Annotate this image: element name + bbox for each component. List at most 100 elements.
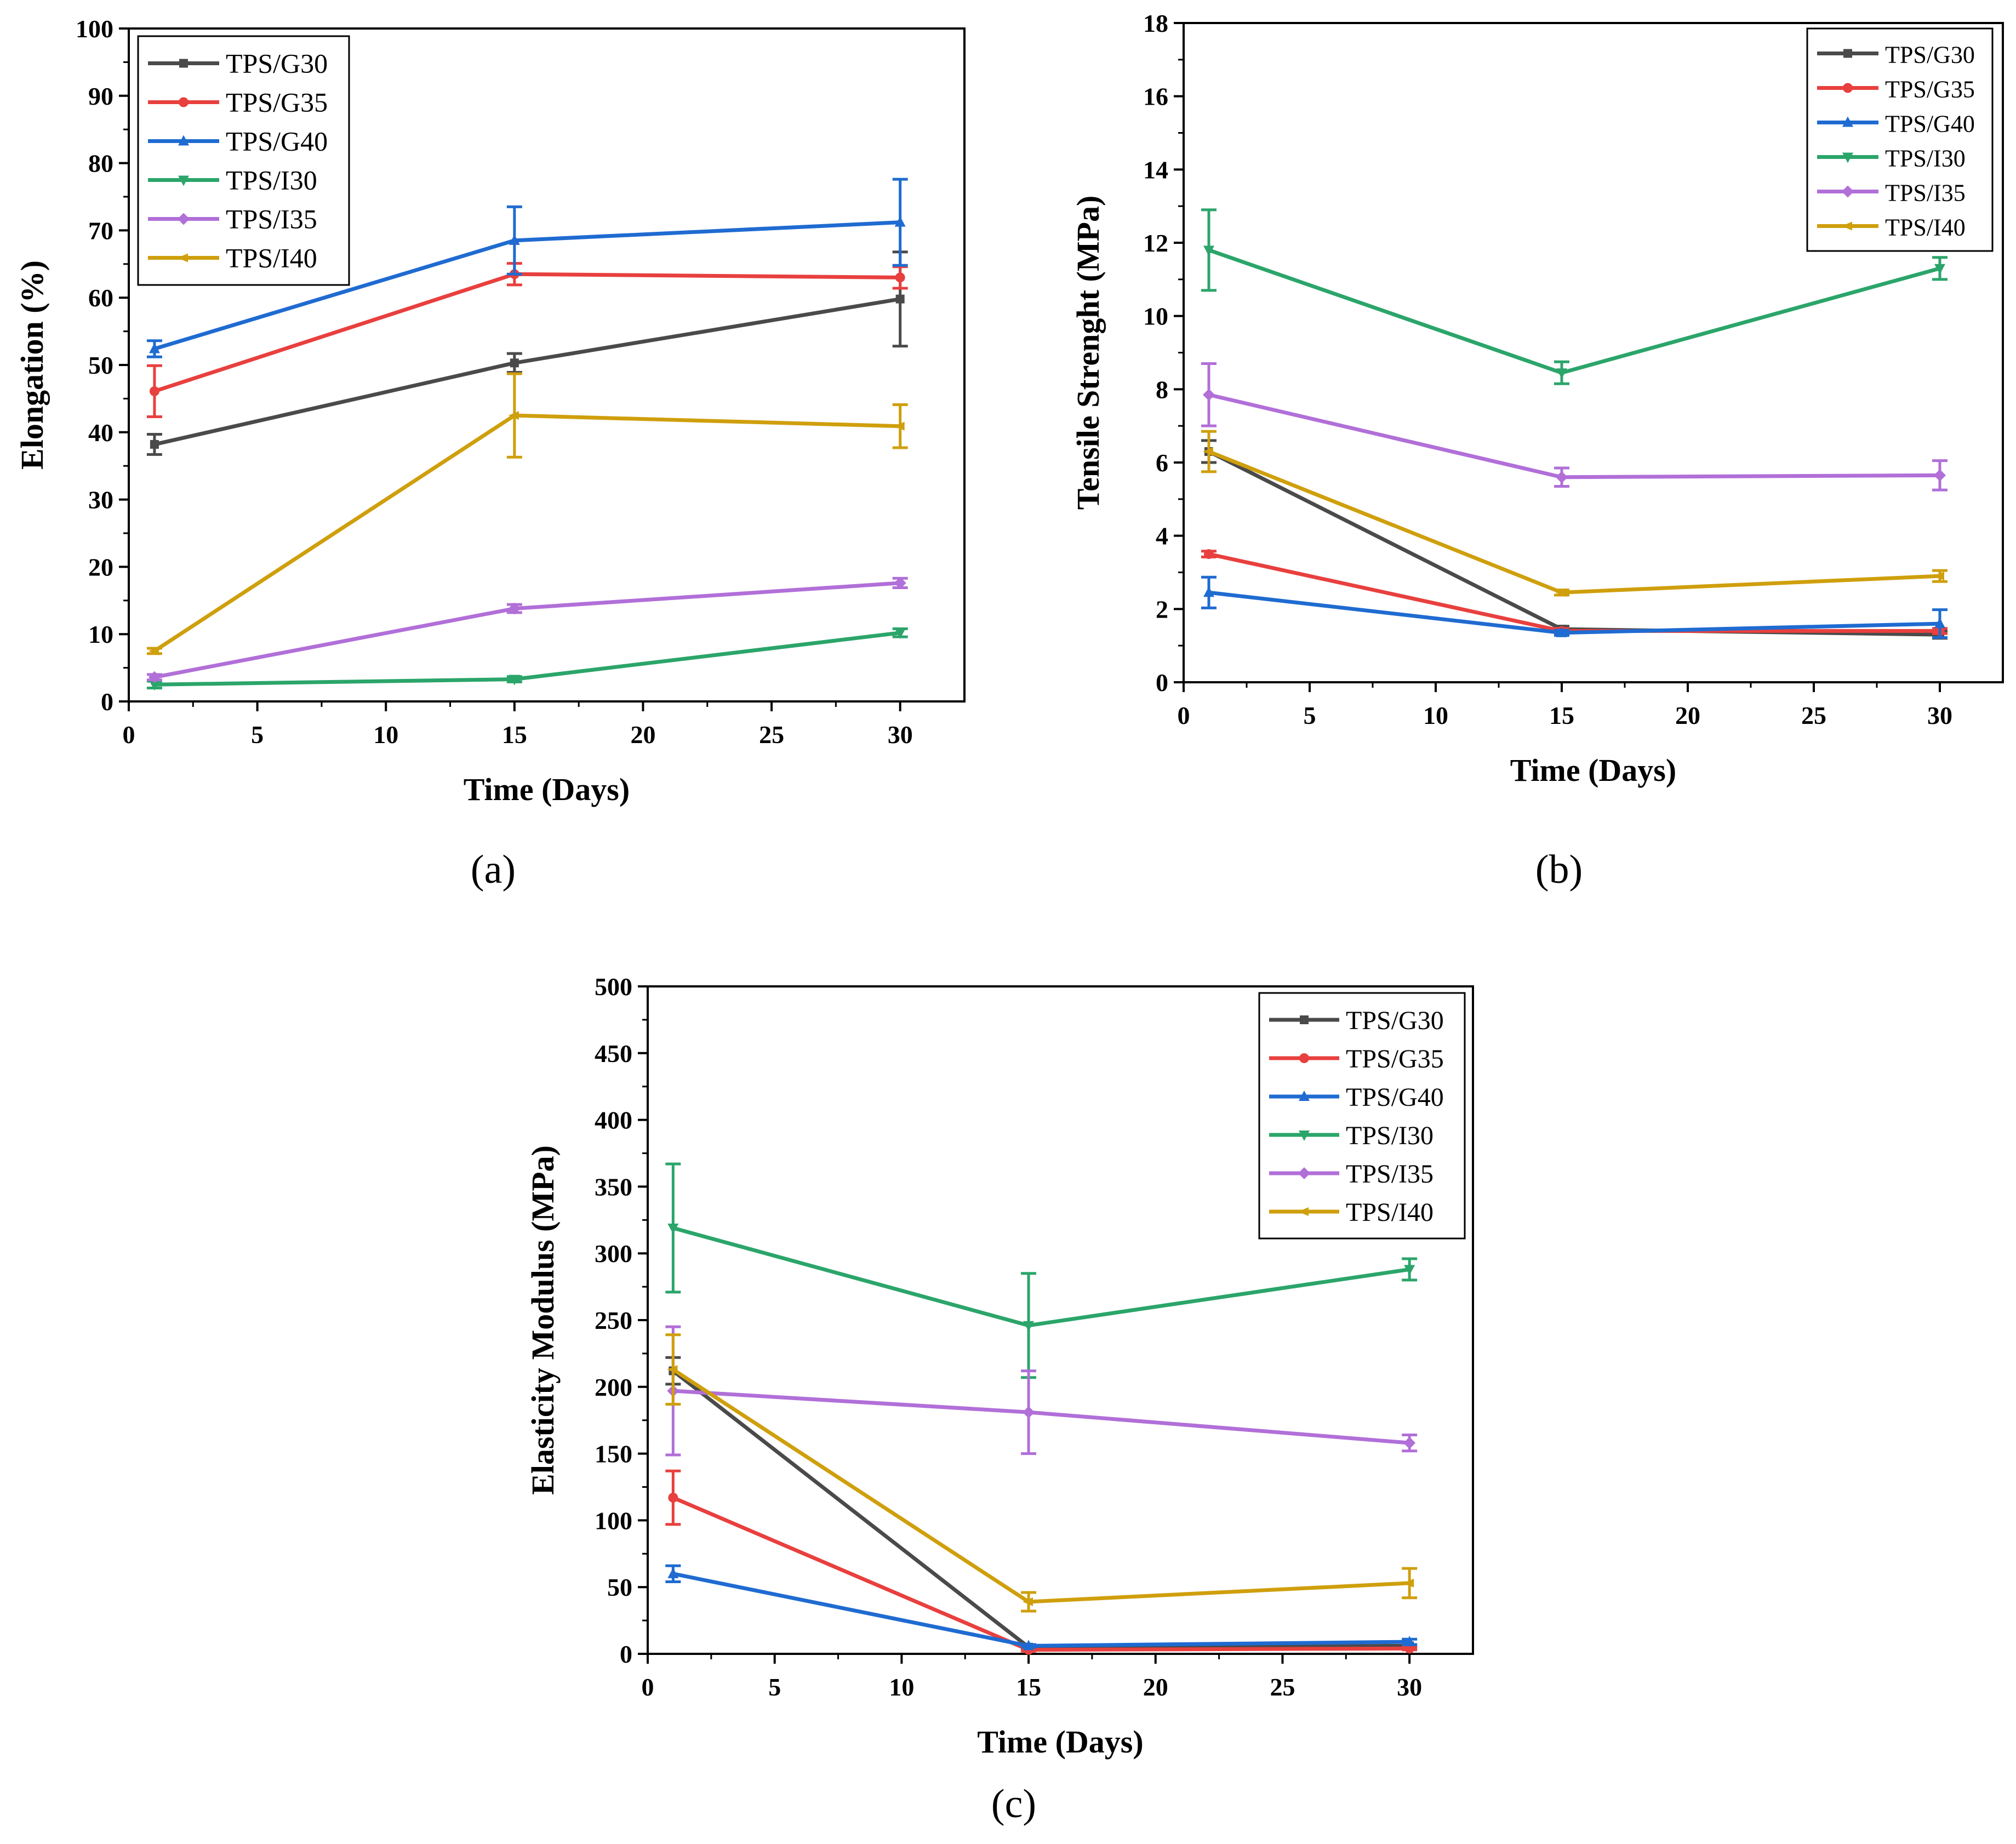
data-point-tps-i30 bbox=[1023, 1321, 1035, 1332]
legend-marker-tps-g35 bbox=[1843, 83, 1853, 93]
data-point-tps-i35 bbox=[148, 671, 161, 683]
y-tick-label-c-3: 150 bbox=[595, 1440, 632, 1468]
y-tick-label-c-1: 50 bbox=[607, 1573, 632, 1601]
series-line-tps-g40 bbox=[1208, 590, 1940, 635]
series-line-tps-i35 bbox=[154, 581, 900, 680]
data-point-tps-i40 bbox=[1403, 1578, 1414, 1588]
legend-box-b bbox=[1806, 27, 1994, 252]
legend-marker-tps-i35 bbox=[178, 213, 190, 225]
legend-marker-tps-g35 bbox=[1299, 1053, 1309, 1063]
data-point-tps-i35 bbox=[1403, 1437, 1416, 1449]
y-tick-label-c-7: 350 bbox=[595, 1173, 632, 1201]
legend-marker-tps-g35 bbox=[179, 97, 189, 107]
series-line-tps-g40 bbox=[672, 1572, 1410, 1648]
data-point-tps-g40 bbox=[1023, 1640, 1035, 1651]
x-tick-label-a-6: 30 bbox=[888, 721, 913, 749]
y-tick-label-a-10: 100 bbox=[76, 15, 113, 43]
legend-label-tps-i30: TPS/I30 bbox=[226, 165, 317, 196]
legend-marker-tps-i30 bbox=[1842, 152, 1853, 163]
chart-tensile-strength: 0 5 10 15 20 25 30 0 2 4 6 8 10 12 14 16 18 Time (Days) Te… bbox=[1070, 9, 2004, 788]
data-point-tps-g35 bbox=[149, 386, 159, 396]
series-tps-i30-a bbox=[146, 627, 908, 691]
x-tick-label-c-6: 30 bbox=[1397, 1673, 1422, 1701]
data-point-tps-g40 bbox=[1934, 618, 1945, 629]
legend-marker-tps-i35 bbox=[1298, 1167, 1310, 1179]
legend-label-tps-g30: TPS/G30 bbox=[226, 48, 328, 79]
legend-marker-tps-i40 bbox=[178, 253, 188, 262]
data-point-tps-i30 bbox=[667, 1223, 679, 1234]
legend-marker-tps-g30 bbox=[179, 59, 188, 68]
data-point-tps-i35 bbox=[1203, 389, 1215, 401]
y-tick-label-c-8: 400 bbox=[595, 1106, 632, 1134]
y-axis-label-c: Elasticity Modulus (MPa) bbox=[525, 1145, 561, 1495]
data-point-tps-i30 bbox=[1404, 1265, 1415, 1276]
series-line-tps-i30 bbox=[154, 631, 901, 687]
y-tick-label-c-6: 300 bbox=[595, 1240, 632, 1268]
legend-label-tps-g35: TPS/G35 bbox=[226, 87, 328, 118]
x-tick-label-b-5: 25 bbox=[1801, 701, 1826, 729]
y-tick-label-c-2: 100 bbox=[595, 1506, 632, 1534]
data-point-tps-i40 bbox=[667, 1365, 678, 1374]
y-tick-label-a-0: 0 bbox=[101, 688, 113, 716]
legend-marker-tps-g40 bbox=[1299, 1091, 1310, 1101]
legend-label-tps-i30: TPS/I30 bbox=[1346, 1121, 1434, 1150]
x-axis-label-c: Time (Days) bbox=[977, 1724, 1143, 1760]
data-point-tps-g35 bbox=[895, 272, 905, 283]
series-line-tps-i40 bbox=[1208, 449, 1940, 595]
legend-label-tps-i35: TPS/I35 bbox=[1885, 180, 1966, 207]
chart-elasticity-modulus: 0 5 10 15 20 25 300501001502002503003504004505… bbox=[525, 973, 1474, 1760]
legend-marker-tps-g40 bbox=[1842, 116, 1853, 127]
y-tick-label-b-5: 10 bbox=[1143, 302, 1168, 330]
x-tick-label-a-4: 20 bbox=[630, 721, 655, 749]
legend-marker-tps-i30 bbox=[1299, 1131, 1310, 1141]
legend-marker-tps-g30 bbox=[1843, 49, 1852, 58]
legend-marker-tps-i35 bbox=[1842, 185, 1854, 198]
data-point-tps-i40 bbox=[1023, 1597, 1033, 1606]
data-point-tps-g40 bbox=[1203, 586, 1214, 597]
data-point-tps-i40 bbox=[508, 411, 519, 420]
data-point-tps-i30 bbox=[1934, 264, 1945, 275]
series-tps-i35-a bbox=[146, 576, 908, 683]
y-tick-label-b-9: 18 bbox=[1143, 9, 1168, 37]
series-line-tps-g35 bbox=[153, 272, 900, 393]
x-tick-label-c-1: 5 bbox=[768, 1673, 781, 1701]
x-tick-label-b-0: 0 bbox=[1178, 701, 1190, 729]
data-point-tps-g35 bbox=[668, 1492, 678, 1503]
series-tps-g35-a bbox=[146, 262, 908, 419]
y-tick-label-a-8: 80 bbox=[88, 150, 113, 178]
x-axis-label-a: Time (Days) bbox=[464, 772, 630, 807]
data-point-tps-g30 bbox=[510, 358, 519, 368]
x-axis-label-b: Time (Days) bbox=[1510, 752, 1676, 788]
x-tick-label-b-1: 5 bbox=[1304, 701, 1316, 729]
y-tick-label-b-3: 6 bbox=[1156, 449, 1168, 477]
y-tick-label-b-8: 16 bbox=[1143, 83, 1168, 111]
data-point-tps-g40 bbox=[149, 342, 160, 353]
legend-marker-tps-g30 bbox=[1300, 1015, 1309, 1024]
x-tick-label-c-4: 20 bbox=[1143, 1673, 1168, 1701]
legend-label-tps-g30: TPS/G30 bbox=[1885, 42, 1975, 68]
caption-c: (c) bbox=[991, 1782, 1037, 1826]
data-point-tps-g40 bbox=[1556, 626, 1567, 637]
series-tps-i35-b bbox=[1201, 362, 1948, 492]
series-line-tps-i30 bbox=[1208, 248, 1940, 375]
x-tick-label-c-2: 10 bbox=[889, 1673, 914, 1701]
series-tps-i40-a bbox=[146, 372, 908, 655]
series-tps-i35-c bbox=[665, 1325, 1418, 1457]
x-tick-label-b-6: 30 bbox=[1927, 701, 1952, 729]
x-tick-label-b-2: 10 bbox=[1423, 701, 1448, 729]
y-tick-label-c-0: 0 bbox=[620, 1640, 632, 1668]
x-tick-label-a-0: 0 bbox=[123, 721, 135, 749]
legend-box-a bbox=[137, 35, 350, 286]
y-tick-label-a-2: 20 bbox=[88, 553, 113, 581]
series-tps-g30-b bbox=[1201, 439, 1948, 640]
data-point-tps-g40 bbox=[1404, 1636, 1415, 1647]
y-tick-label-b-4: 8 bbox=[1156, 375, 1168, 403]
legend-label-tps-i35: TPS/I35 bbox=[226, 204, 317, 235]
caption-b: (b) bbox=[1535, 847, 1583, 892]
y-tick-label-b-2: 4 bbox=[1156, 522, 1168, 550]
legend-label-tps-g35: TPS/G35 bbox=[1346, 1044, 1444, 1074]
y-tick-label-c-5: 250 bbox=[595, 1306, 632, 1334]
data-point-tps-i30 bbox=[149, 680, 160, 691]
legend-label-tps-g30: TPS/G30 bbox=[1346, 1006, 1444, 1035]
data-point-tps-i30 bbox=[1556, 368, 1567, 379]
